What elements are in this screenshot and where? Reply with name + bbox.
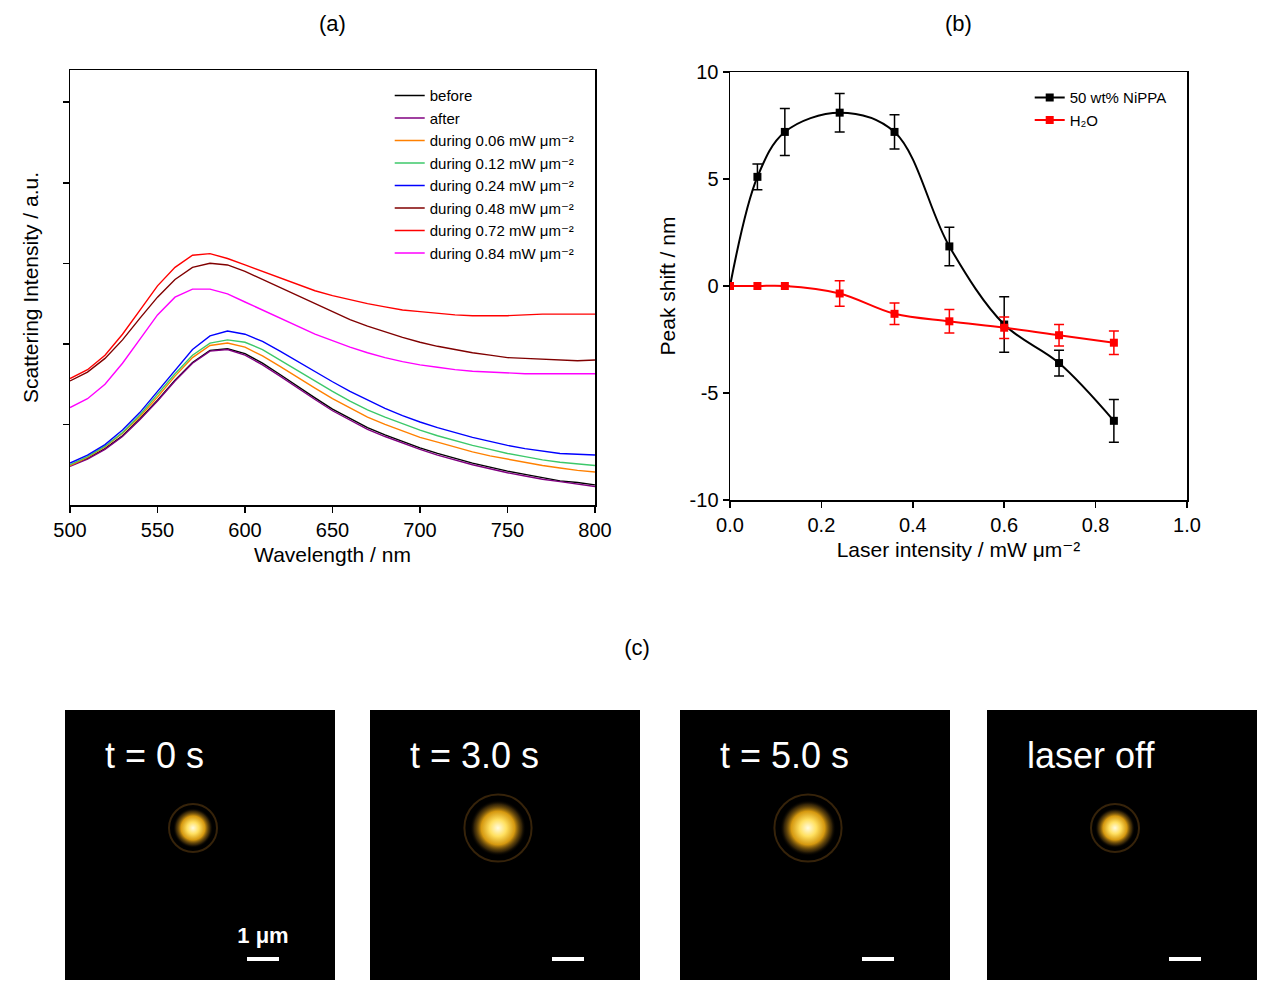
svg-text:550: 550: [141, 519, 174, 541]
svg-text:50 wt% NiPPA: 50 wt% NiPPA: [1070, 89, 1166, 106]
svg-text:1.0: 1.0: [1173, 514, 1201, 536]
svg-text:-10: -10: [690, 489, 719, 511]
svg-text:0.6: 0.6: [990, 514, 1018, 536]
svg-text:10: 10: [696, 61, 718, 83]
svg-text:during 0.24 mW μm⁻²: during 0.24 mW μm⁻²: [430, 177, 574, 194]
svg-text:before: before: [430, 87, 473, 104]
svg-text:(a): (a): [319, 11, 346, 36]
svg-text:after: after: [430, 110, 460, 127]
svg-text:Wavelength / nm: Wavelength / nm: [254, 543, 411, 566]
svg-text:700: 700: [403, 519, 436, 541]
svg-text:during 0.48 mW μm⁻²: during 0.48 mW μm⁻²: [430, 200, 574, 217]
svg-text:-5: -5: [701, 382, 719, 404]
svg-text:during 0.72 mW μm⁻²: during 0.72 mW μm⁻²: [430, 222, 574, 239]
svg-text:during 0.12 mW μm⁻²: during 0.12 mW μm⁻²: [430, 155, 574, 172]
svg-text:Laser intensity / mW μm⁻²: Laser intensity / mW μm⁻²: [837, 538, 1081, 561]
svg-text:0.0: 0.0: [716, 514, 744, 536]
svg-text:t = 0 s: t = 0 s: [105, 735, 204, 776]
svg-text:Peak shift / nm: Peak shift / nm: [656, 217, 679, 356]
svg-text:during 0.84 mW μm⁻²: during 0.84 mW μm⁻²: [430, 245, 574, 262]
svg-text:t = 3.0 s: t = 3.0 s: [410, 735, 539, 776]
svg-text:800: 800: [578, 519, 611, 541]
svg-text:1 μm: 1 μm: [237, 923, 288, 948]
svg-text:600: 600: [228, 519, 261, 541]
svg-text:0.4: 0.4: [899, 514, 927, 536]
svg-text:0: 0: [707, 275, 718, 297]
svg-text:500: 500: [53, 519, 86, 541]
svg-text:750: 750: [491, 519, 524, 541]
svg-text:0.8: 0.8: [1082, 514, 1110, 536]
svg-text:t = 5.0 s: t = 5.0 s: [720, 735, 849, 776]
svg-text:during 0.06 mW μm⁻²: during 0.06 mW μm⁻²: [430, 132, 574, 149]
svg-text:Scattering Intensity / a.u.: Scattering Intensity / a.u.: [19, 172, 42, 403]
svg-text:(c): (c): [624, 635, 650, 660]
svg-text:laser off: laser off: [1027, 735, 1155, 776]
svg-text:(b): (b): [945, 11, 972, 36]
svg-text:H₂O: H₂O: [1070, 112, 1098, 129]
svg-text:5: 5: [707, 168, 718, 190]
svg-text:650: 650: [316, 519, 349, 541]
svg-text:0.2: 0.2: [807, 514, 835, 536]
